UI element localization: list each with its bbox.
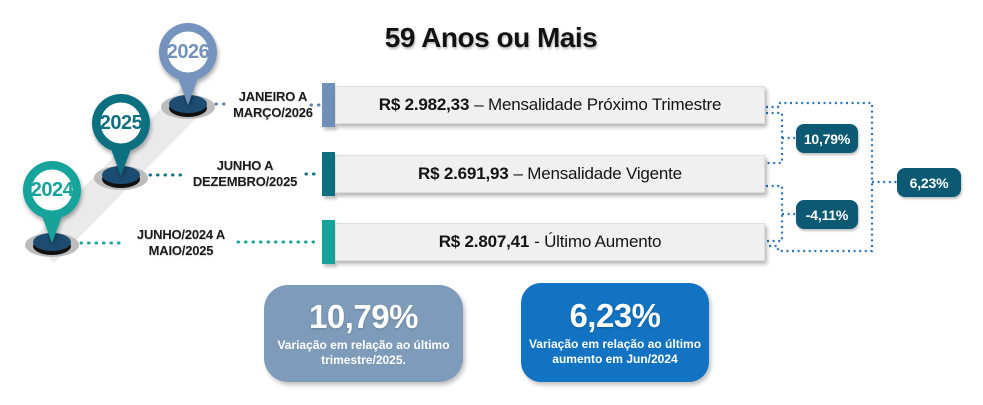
- pin-base-2026-icon: [161, 95, 215, 119]
- value-bar-last-increase: R$ 2.807,41 - Último Aumento: [335, 223, 765, 261]
- bar-label: – Mensalidade Vigente: [513, 164, 682, 183]
- bar-value: R$ 2.807,41: [438, 232, 530, 251]
- bar-label: – Mensalidade Próximo Trimestre: [474, 95, 722, 114]
- bar-accent-2024: [322, 220, 335, 264]
- value-bar-current: R$ 2.691,93 – Mensalidade Vigente: [335, 155, 765, 193]
- summary-description: Variação em relação ao último trimestre/…: [277, 338, 450, 367]
- bar-value: R$ 2.691,93: [418, 164, 509, 183]
- summary-box-quarterly: 10,79% Variação em relação ao último tri…: [264, 285, 463, 382]
- summary-value: 10,79%: [309, 298, 418, 335]
- map-pin-2025-icon: [92, 94, 150, 176]
- bar-value: R$ 2.982,33: [378, 95, 470, 114]
- map-pin-2026-icon: [159, 23, 217, 105]
- callout-quarterly-variation: 10,79%: [796, 124, 858, 153]
- period-label-line: MARÇO/2026: [233, 105, 313, 120]
- value-bar-next-quarter: R$ 2.982,33 – Mensalidade Próximo Trimes…: [335, 86, 765, 124]
- callout-mid-variation: -4,11%: [796, 200, 858, 229]
- pin-year-2025: 2025: [99, 112, 143, 134]
- summary-description: Variação em relação ao último aumento em…: [528, 337, 702, 366]
- pin-base-2024-icon: [25, 233, 79, 257]
- pin-year-2024: 2024: [30, 179, 74, 201]
- summary-value: 6,23%: [569, 297, 661, 334]
- bar-accent-2025: [322, 152, 335, 196]
- period-label-2024: JUNHO/2024 A MAIO/2025: [122, 227, 240, 259]
- map-pin-2024-icon: [23, 161, 81, 243]
- bar-label: - Último Aumento: [534, 232, 662, 251]
- period-label-2025: JUNHO A DEZEMBRO/2025: [183, 158, 307, 190]
- period-label-line: JUNHO A: [216, 158, 274, 173]
- bar-accent-2026: [322, 83, 335, 127]
- period-label-line: DEZEMBRO/2025: [192, 174, 298, 189]
- pin-base-2025-icon: [94, 166, 148, 190]
- pin-year-2026: 2026: [166, 41, 210, 63]
- page-title: 59 Anos ou Mais: [384, 22, 598, 53]
- period-label-line: MAIO/2025: [148, 243, 214, 258]
- period-label-line: JUNHO/2024 A: [136, 227, 226, 242]
- period-label-line: JANEIRO A: [238, 89, 308, 104]
- callout-annual-variation: 6,23%: [897, 168, 961, 197]
- summary-box-annual: 6,23% Variação em relação ao último aume…: [521, 283, 709, 382]
- period-label-2026: JANEIRO A MARÇO/2026: [222, 89, 324, 121]
